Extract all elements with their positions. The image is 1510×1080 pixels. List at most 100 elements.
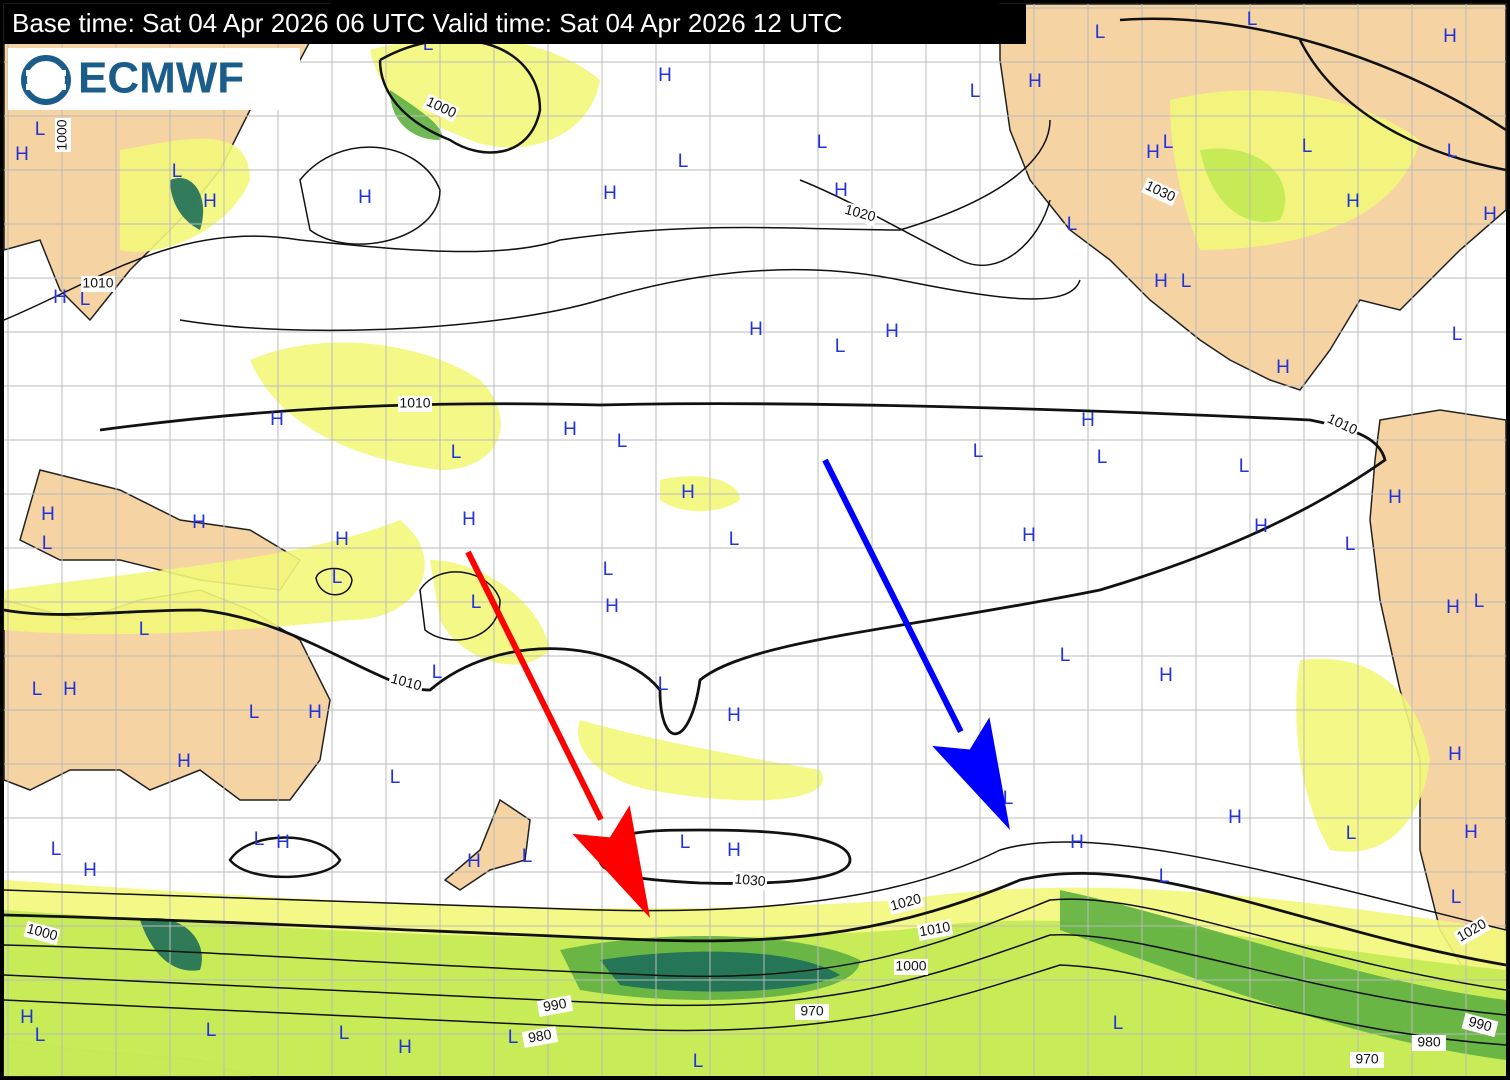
pressure-center-label: L (390, 767, 401, 788)
pressure-center-label: L (1474, 591, 1485, 612)
isobar-label-bg (521, 1026, 559, 1048)
isobar-label: 980 (527, 1026, 553, 1046)
pressure-center-label: L (1239, 456, 1250, 477)
isobar-label-bg (1141, 177, 1179, 207)
pressure-center-label: L (729, 529, 740, 550)
isobar-label-bg (795, 1004, 829, 1020)
pressure-center-label: L (1302, 136, 1313, 157)
pressure-center-label: H (1022, 525, 1036, 546)
isobar-label: 990 (542, 995, 568, 1015)
pressure-center-label: H (1028, 71, 1042, 92)
pressure-center-label: L (1095, 22, 1106, 43)
precip-area (1296, 658, 1430, 852)
precip-area (600, 951, 840, 992)
pressure-center-label: L (680, 832, 691, 853)
pressure-center-label: L (423, 34, 434, 55)
isobar (419, 571, 501, 641)
isobar-label: 990 (1467, 1013, 1494, 1035)
isobar-label: 980 (1417, 1034, 1441, 1050)
isobar-label-bg (1350, 1052, 1384, 1068)
isobar-label-bg (387, 670, 425, 696)
labels: L H L H L H L L H L H H H L L H H L L H H L L H L H L H L H L H H H L L L H L L… (15, 9, 1499, 1072)
isobar (3, 841, 1507, 931)
isobar-label-bg (1412, 1035, 1446, 1051)
pressure-center-label: H (1388, 487, 1402, 508)
pressure-center-label: L (451, 442, 462, 463)
isobar (299, 146, 441, 245)
pressure-center-label: L (32, 679, 43, 700)
pressure-center-label: L (1159, 866, 1170, 887)
pressure-center-label: H (603, 183, 617, 204)
pressure-center-label: H (276, 832, 290, 853)
pressure-center-label: H (1443, 26, 1457, 47)
pressure-center-label: L (1247, 9, 1258, 30)
pressure-center-label: L (973, 441, 984, 462)
isobar-label-bg (55, 118, 71, 152)
logo-ring (21, 55, 71, 105)
pressure-center-label: H (1254, 516, 1268, 537)
pressure-center-label: L (1181, 271, 1192, 292)
pressure-center-label: L (1452, 324, 1463, 345)
precip-area (390, 90, 442, 140)
land-area (1369, 409, 1507, 1002)
pressure-center-label: L (172, 161, 183, 182)
isobar-label-bg (841, 201, 879, 227)
isobar-label: 1010 (389, 670, 423, 694)
isobar (3, 119, 1051, 321)
isobar-label-bg (23, 920, 61, 946)
arrow-head (572, 805, 650, 918)
pressure-center-label: H (563, 419, 577, 440)
isobar (228, 836, 342, 879)
pressure-center-label: H (308, 702, 322, 723)
pressure-center-label: H (727, 840, 741, 861)
pressure-center-label: L (35, 119, 46, 140)
pressure-center-label: L (1067, 214, 1078, 235)
pressure-center-label: L (1451, 887, 1462, 908)
pressure-center-label: L (508, 1027, 519, 1048)
pressure-center-label: L (1097, 447, 1108, 468)
header-text: Base time: Sat 04 Apr 2026 06 UTC Valid … (12, 8, 843, 38)
pressure-center-label: H (1483, 204, 1497, 225)
isobar (179, 268, 1081, 332)
pressure-center-label: L (42, 533, 53, 554)
pressure-center-label: H (749, 319, 763, 340)
pressure-center-label: L (693, 1051, 704, 1072)
pressure-center-label: L (1345, 534, 1356, 555)
isobar-label-bg (81, 276, 115, 292)
logo-lines (26, 70, 66, 90)
pressure-center-label: H (53, 287, 67, 308)
isobar-label: 970 (1355, 1051, 1379, 1067)
isobar-label-bg (732, 871, 768, 891)
pressure-center-label: H (658, 65, 672, 86)
pressure-center-label: L (432, 662, 443, 683)
isobar-label-bg (1461, 1012, 1499, 1038)
pressure-center-label: L (1163, 132, 1174, 153)
isobar-label-bg (894, 959, 928, 975)
pressure-center-label: L (603, 559, 614, 580)
pressure-center-label: H (83, 860, 97, 881)
isobar (3, 872, 1507, 967)
pressure-center-label: L (658, 674, 669, 695)
pressure-center-label: H (335, 529, 349, 550)
pressure-center-label: H (358, 187, 372, 208)
isobar (3, 402, 1387, 736)
pressure-center-label: H (1464, 822, 1478, 843)
pressure-center-label: L (678, 151, 689, 172)
pressure-center-label: L (1060, 645, 1071, 666)
isobar-label: 1020 (889, 890, 923, 914)
precip-area (430, 560, 550, 665)
pressure-center-label: H (1070, 832, 1084, 853)
isobars (3, 17, 1507, 1046)
logo-text: ECMWF (78, 54, 244, 103)
pressure-center-label: L (206, 1020, 217, 1041)
isobar-label-bg (1323, 410, 1361, 440)
pressure-center-label: L (1113, 1013, 1124, 1034)
pressure-center-label: H (398, 1037, 412, 1058)
pressure-center-label: H (192, 512, 206, 533)
precip-area (1200, 148, 1286, 222)
pressure-center-label: L (970, 81, 981, 102)
pressure-center-label: H (1448, 744, 1462, 765)
logo-icon (21, 55, 71, 105)
pressure-center-label: H (41, 504, 55, 525)
pressure-center-label: H (727, 705, 741, 726)
